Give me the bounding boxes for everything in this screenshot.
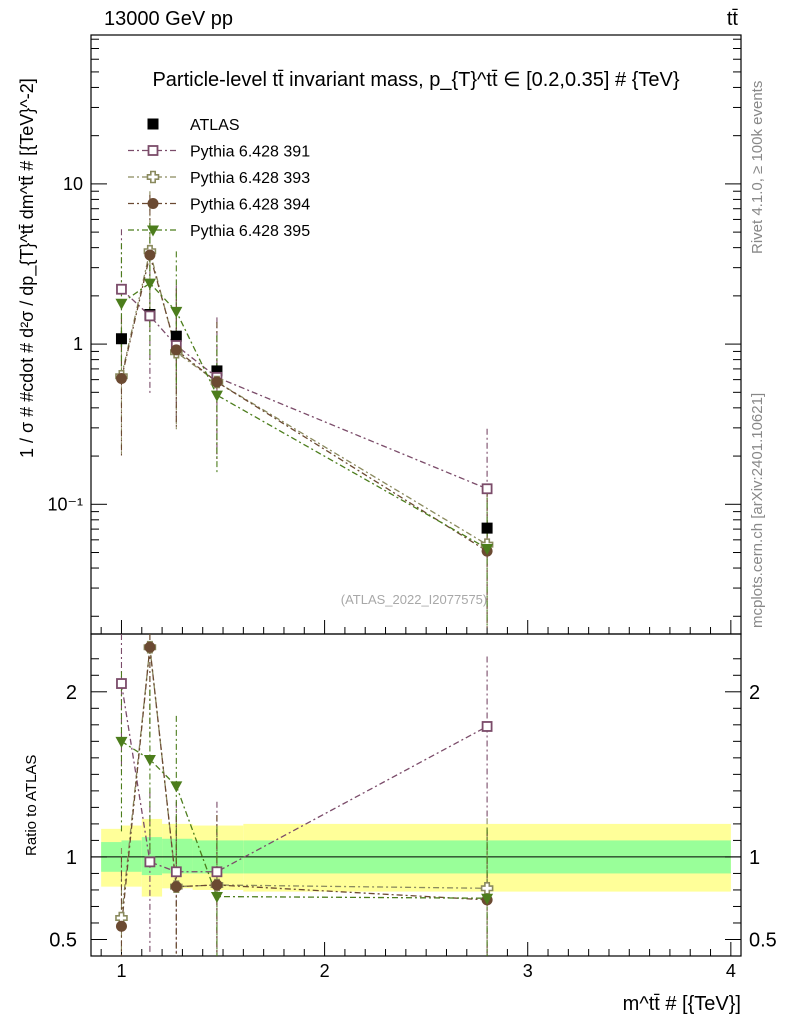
- x-tick-label: 4: [726, 961, 736, 981]
- legend-label: Pythia 6.428 395: [190, 223, 310, 240]
- x-tick-label: 1: [116, 961, 126, 981]
- ratio-point: [211, 879, 223, 891]
- data-point: [481, 522, 493, 534]
- legend-label: Pythia 6.428 393: [190, 170, 310, 187]
- ratio-band-inner: [121, 840, 142, 872]
- data-point: [170, 330, 182, 342]
- ratio-uncertainty-bands: [91, 818, 741, 897]
- mc-point: [170, 344, 182, 356]
- y-tick-label: 1: [73, 334, 83, 354]
- ratio-point: [144, 856, 156, 868]
- analysis-watermark: (ATLAS_2022_I2077575): [341, 592, 487, 607]
- plot-frames: [90, 34, 742, 957]
- ratio-band-inner: [141, 837, 163, 876]
- mc-point: [115, 298, 128, 310]
- ratio-point: [170, 881, 182, 893]
- ratio-point: [115, 920, 127, 932]
- series-line-2: [120, 251, 488, 546]
- rivet-version-label: Rivet 4.1.0, ≥ 100k events: [749, 81, 766, 254]
- series-markers: [115, 244, 494, 932]
- mc-point: [143, 278, 156, 290]
- ratio-point: [481, 721, 493, 732]
- y-tick-label: 10⁻¹: [47, 494, 83, 514]
- ratio-axis-label: Ratio to ATLAS: [23, 755, 40, 856]
- legend-label: ATLAS: [190, 117, 240, 134]
- series-line-1: [121, 288, 488, 490]
- data-point: [115, 333, 127, 345]
- main-panel-frame: [90, 34, 742, 635]
- x-axis-label: m^tt̄ # [{TeV}]: [623, 993, 741, 1015]
- mc-point: [170, 306, 183, 318]
- y-tick-label: 10: [63, 174, 83, 194]
- ratio-tick-label-right: 2: [749, 682, 760, 704]
- axis-ticks: 1 2 3 4 10⁻¹ 1 10 0.5 0.5 1 1 2 2: [47, 38, 777, 981]
- ratio-point: [170, 866, 182, 878]
- ratio-panel-frame: [90, 633, 742, 957]
- legend-marker-2: [146, 170, 160, 184]
- mc-point: [481, 543, 494, 555]
- ratio-point: [116, 678, 127, 689]
- chart-title: Particle-level tt̄ invariant mass, p_{T}…: [152, 69, 679, 91]
- legend-marker-1: [147, 145, 159, 156]
- ratio-tick-label-right: 1: [749, 847, 760, 869]
- ratio-tick-label: 2: [66, 682, 77, 704]
- legend-marker-4: [147, 225, 159, 237]
- legend: ATLAS Pythia 6.428 391 Pythia 6.428 393 Pyt…: [128, 117, 310, 240]
- mc-point: [481, 483, 493, 495]
- x-tick-label: 2: [320, 961, 330, 981]
- mc-point: [115, 372, 127, 384]
- x-tick-label: 3: [523, 961, 533, 981]
- ratio-line-1: [120, 683, 488, 873]
- legend-marker-3: [147, 198, 159, 209]
- ratio-tick-label: 0.5: [49, 929, 77, 951]
- mcplots-label: mcplots.cern.ch [arXiv:2401.10621]: [749, 393, 766, 628]
- mc-point: [144, 310, 156, 322]
- ratio-point: [170, 781, 183, 793]
- mc-point: [116, 283, 127, 295]
- ratio-point: [210, 892, 223, 904]
- ratio-point: [211, 866, 223, 878]
- energy-label: 13000 GeV pp: [104, 8, 233, 30]
- ratio-point: [144, 641, 156, 653]
- y-axis-label: 1 / σ # #cdot # d²σ / dp_{T}^tt̄ dm^tt̄ …: [17, 78, 38, 458]
- ratio-point: [115, 736, 128, 748]
- mc-point: [210, 390, 223, 402]
- ratio-point: [143, 754, 156, 766]
- legend-label: Pythia 6.428 394: [190, 197, 310, 214]
- legend-label: Pythia 6.428 391: [190, 144, 310, 161]
- ratio-point: [481, 893, 494, 905]
- ratio-tick-label: 1: [66, 847, 77, 869]
- legend-marker-0: [147, 118, 159, 130]
- process-label: tt̄: [727, 8, 739, 30]
- data-point: [211, 365, 223, 377]
- ratio-tick-label-right: 0.5: [749, 929, 777, 951]
- mc-point: [144, 249, 156, 261]
- mc-point: [211, 376, 223, 388]
